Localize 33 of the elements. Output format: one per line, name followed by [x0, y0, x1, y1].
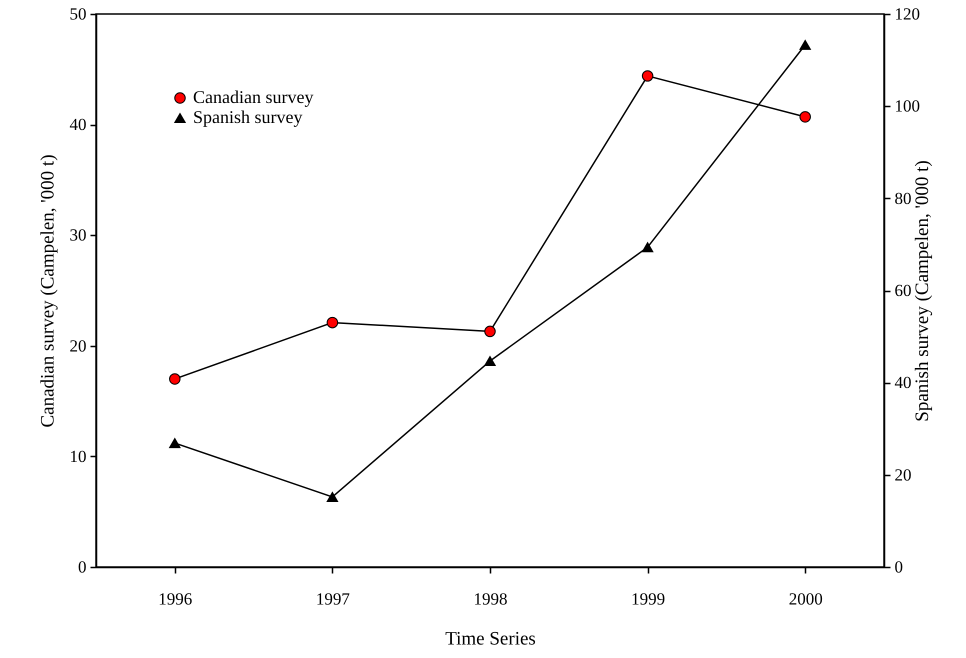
point — [642, 242, 654, 252]
y2-tick-label: 100 — [894, 96, 920, 116]
y2-tick-label: 20 — [894, 465, 912, 484]
y2-tick-label: 60 — [894, 281, 912, 300]
x-tick-label: 1997 — [316, 590, 350, 608]
y-tick-label: 50 — [70, 4, 86, 24]
y2-tick-label: 0 — [894, 558, 903, 576]
point — [642, 70, 654, 82]
point — [326, 316, 338, 328]
x-tick-label: 2000 — [788, 590, 823, 608]
point — [799, 40, 811, 50]
point — [484, 356, 496, 366]
legend-label: Canadian survey — [193, 87, 314, 107]
y-axis-title: Canadian survey (Campelen, '000 t) — [38, 154, 58, 428]
legend-label: Spanish survey — [193, 107, 302, 127]
x-tick-label: 1998 — [474, 590, 508, 608]
y2-tick-label: 40 — [894, 373, 912, 392]
y2-axis-title: Spanish survey (Campelen, '000 t) — [912, 160, 933, 422]
x-tick-label: 1999 — [631, 590, 666, 608]
y-tick-label: 0 — [78, 558, 86, 576]
point — [799, 111, 811, 123]
x-tick-label: 1996 — [158, 590, 192, 608]
point — [484, 326, 496, 338]
y2-tick-label: 120 — [894, 4, 920, 24]
point — [326, 492, 338, 502]
x-axis-title: Time Series — [445, 628, 536, 650]
point — [169, 438, 181, 448]
y-tick-label: 20 — [70, 336, 86, 356]
y-tick-label: 30 — [70, 226, 86, 245]
y2-tick-label: 80 — [894, 188, 912, 208]
point — [169, 373, 181, 385]
y-tick-label: 40 — [70, 115, 86, 134]
y-tick-label: 10 — [70, 446, 86, 466]
